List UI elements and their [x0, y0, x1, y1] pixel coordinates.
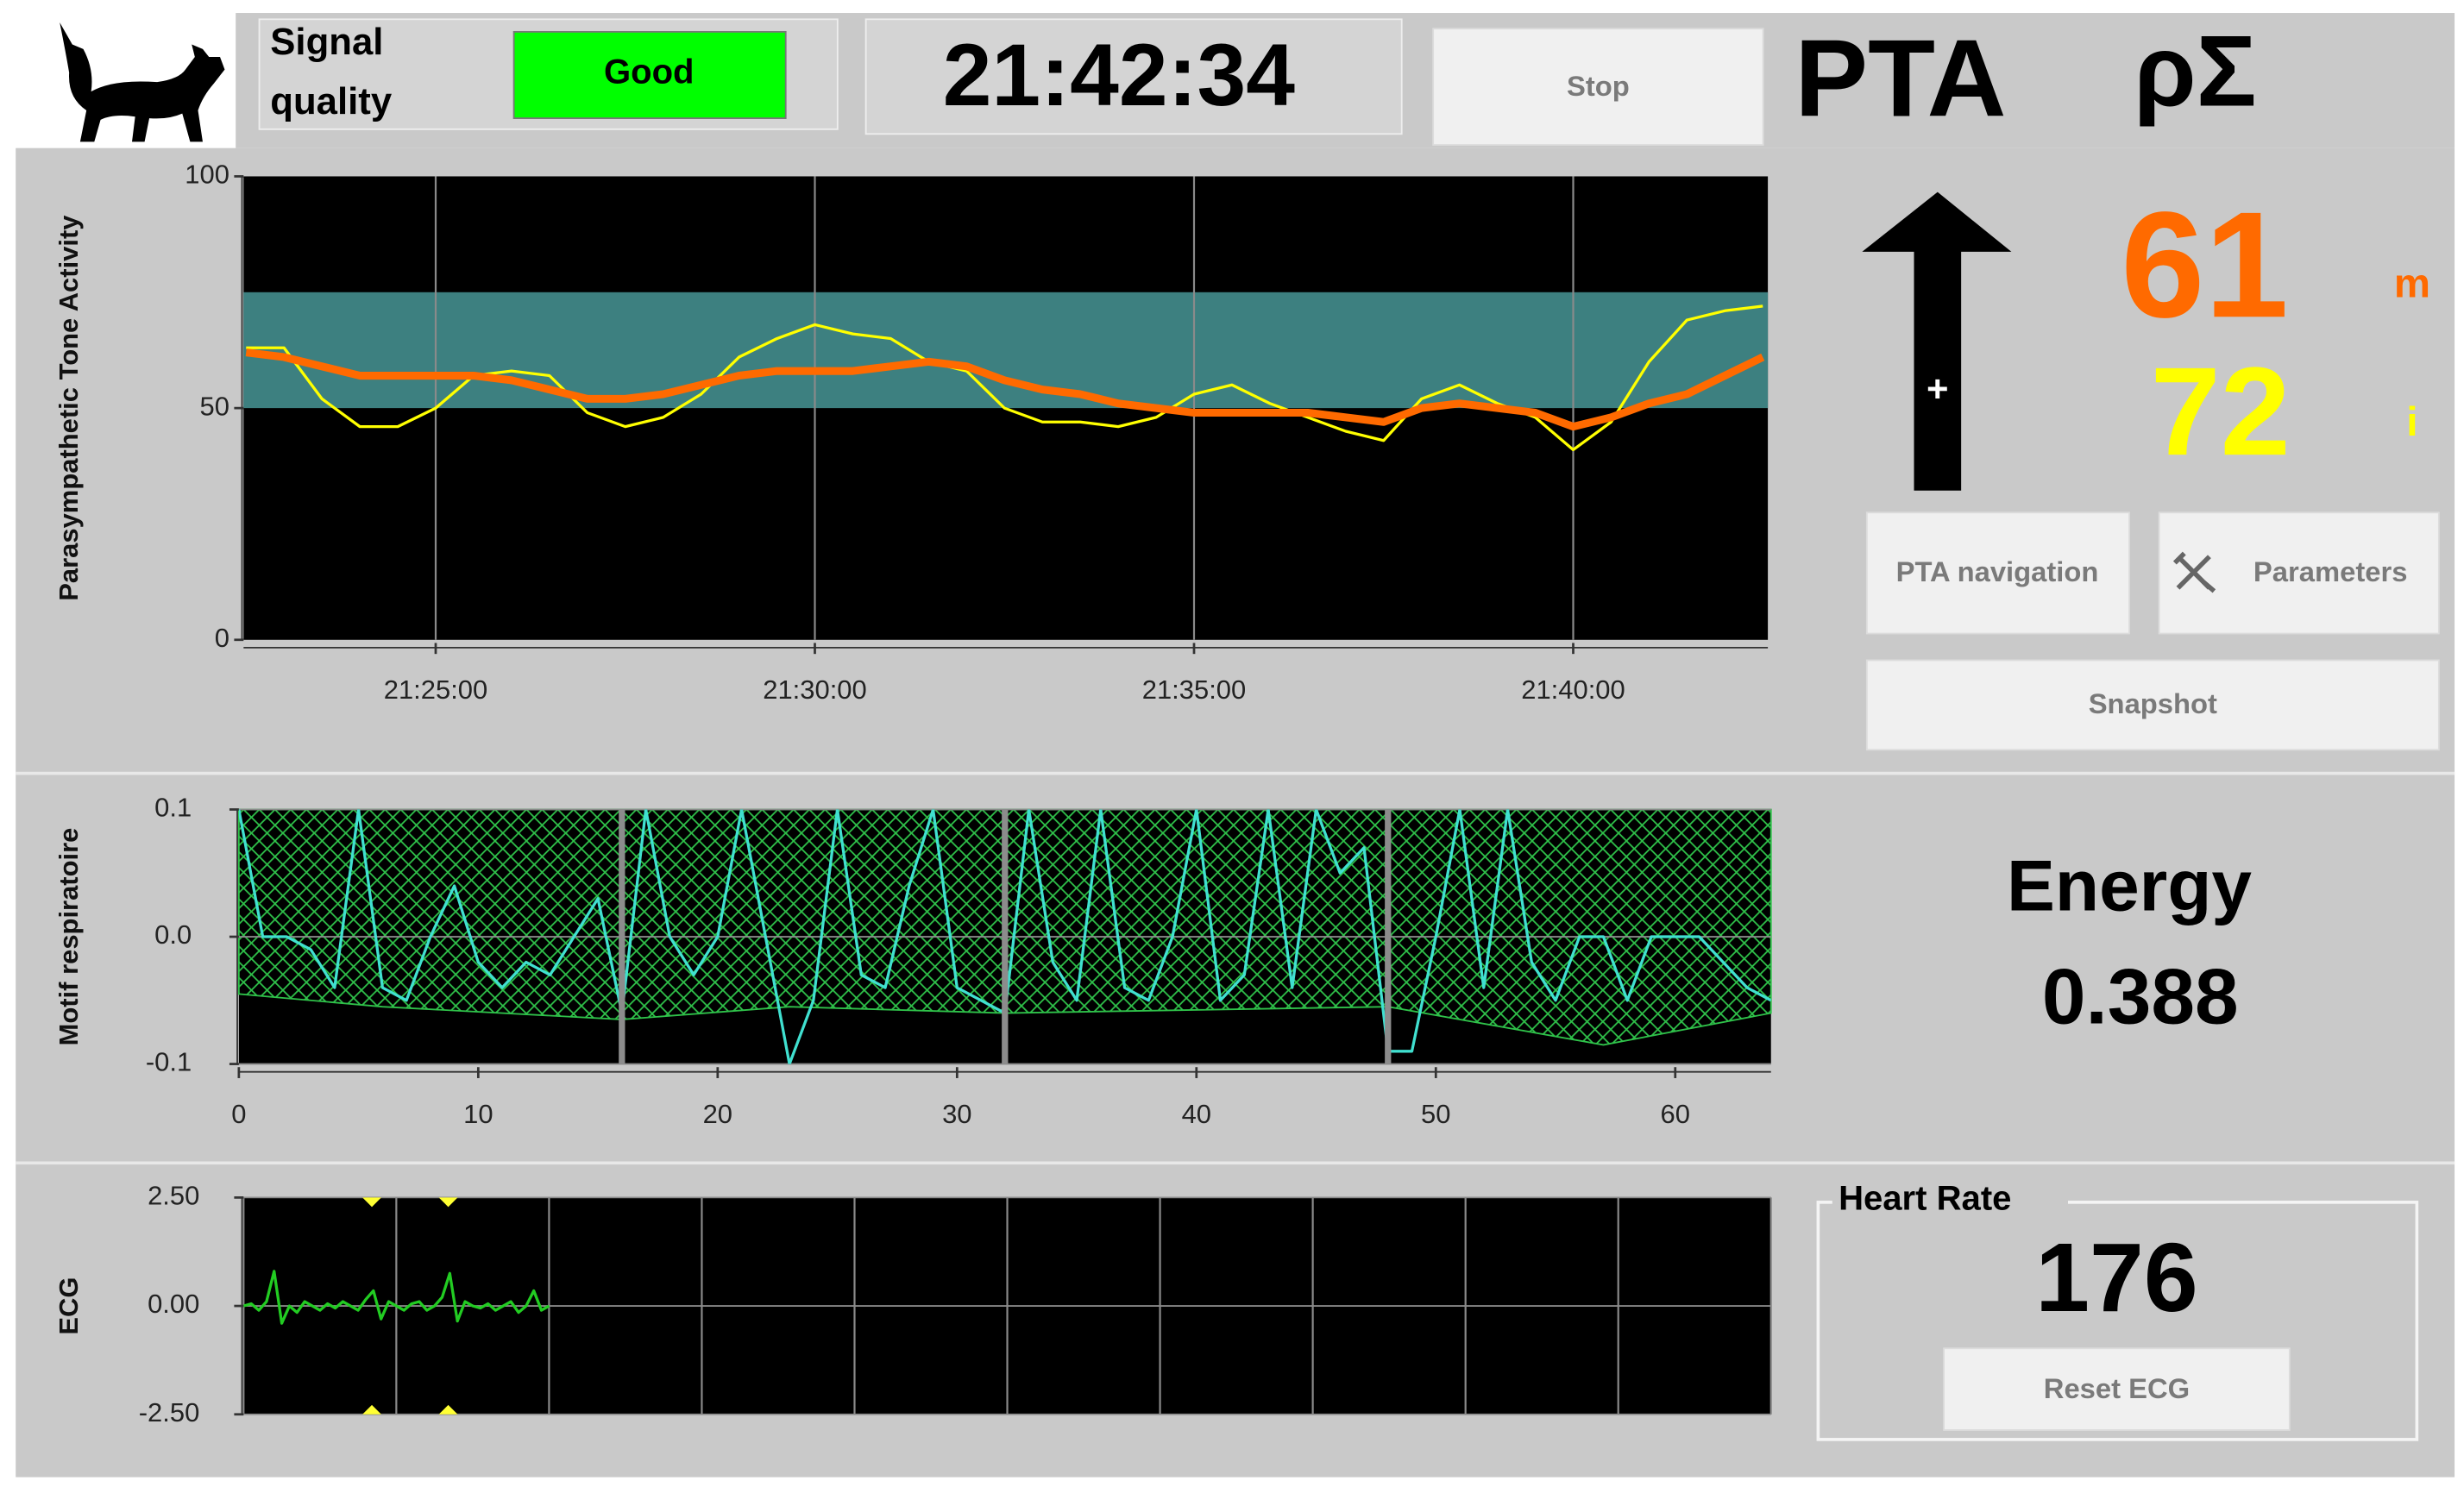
heart-rate-label: Heart Rate [1839, 1180, 2011, 1218]
clock: 21:42:34 [943, 26, 1296, 124]
data-line [245, 348, 1765, 431]
reset-ecg-button[interactable] [1943, 1347, 2291, 1431]
data-line [243, 1270, 550, 1325]
y-tick-label: 100 [185, 160, 229, 190]
y-tick-label: 0.0 [154, 919, 192, 950]
y-axis-title: Parasympathetic Tone Activity [53, 215, 84, 601]
tools-icon [2172, 551, 2216, 593]
pta-instant-value: 72 [2151, 341, 2291, 481]
y-tick-label: -0.1 [146, 1047, 192, 1077]
heart-rate-group [1816, 1201, 2419, 1441]
energy-label: Energy [2007, 844, 2252, 925]
y-tick-label: 0.00 [148, 1289, 199, 1319]
x-tick-label: 21:30:00 [763, 674, 867, 705]
clock-box [864, 18, 1403, 135]
signal-label: Signal [270, 21, 383, 63]
x-tick-label: 21:40:00 [1521, 674, 1625, 705]
x-tick-label: 21:35:00 [1142, 674, 1247, 705]
x-tick-label: 40 [1182, 1099, 1211, 1129]
y-tick-label: 2.50 [148, 1181, 199, 1211]
y-tick-label: -2.50 [139, 1397, 200, 1427]
stop-button[interactable] [1432, 28, 1764, 146]
y-tick-label: 50 [199, 391, 229, 421]
y-tick-label: 0.1 [154, 793, 192, 823]
group-label-bg [1832, 1182, 2068, 1220]
button-label: Reset ECG [2044, 1372, 2190, 1404]
x-tick-label: 50 [1421, 1099, 1450, 1129]
pta-mean-value: 61 [2121, 181, 2288, 349]
arrow-sign: + [1927, 368, 1949, 411]
stop-button-label: Stop [1567, 70, 1630, 102]
x-tick-label: 60 [1661, 1099, 1690, 1129]
button-label: Parameters [2253, 555, 2408, 587]
trend-arrow [1862, 191, 2012, 491]
signal-label: quality [270, 80, 393, 122]
beat-marker [362, 1197, 381, 1208]
x-tick-label: 10 [463, 1099, 493, 1129]
cat-logo [60, 22, 225, 142]
energy-value: 0.388 [2042, 954, 2239, 1041]
parameters-button[interactable] [2158, 511, 2440, 635]
snapshot-button[interactable] [1865, 659, 2440, 751]
heart-rate-value: 176 [2035, 1223, 2197, 1332]
y-tick-label: 0 [215, 623, 229, 653]
y-axis-title: Motif respiratoire [53, 828, 84, 1046]
x-tick-label: 0 [231, 1099, 246, 1129]
beat-marker [362, 1404, 381, 1415]
pta-navigation-button[interactable] [1865, 511, 2130, 635]
app-title: PTA [1795, 17, 2007, 140]
signal-status-box [512, 30, 787, 119]
pta-instant-label: i [2406, 399, 2417, 445]
signal-status: Good [604, 53, 695, 91]
app-symbol: ρΣ [2134, 14, 2257, 127]
x-tick-label: 21:25:00 [384, 674, 488, 705]
button-label: Snapshot [2089, 687, 2217, 719]
beat-marker [438, 1404, 458, 1415]
beat-marker [438, 1197, 458, 1208]
x-tick-label: 20 [703, 1099, 732, 1129]
button-label: PTA navigation [1896, 555, 2099, 587]
y-axis-title: ECG [53, 1277, 84, 1335]
target-band [243, 292, 1769, 409]
pta-mean-label: m [2394, 260, 2430, 306]
x-tick-label: 30 [942, 1099, 971, 1129]
